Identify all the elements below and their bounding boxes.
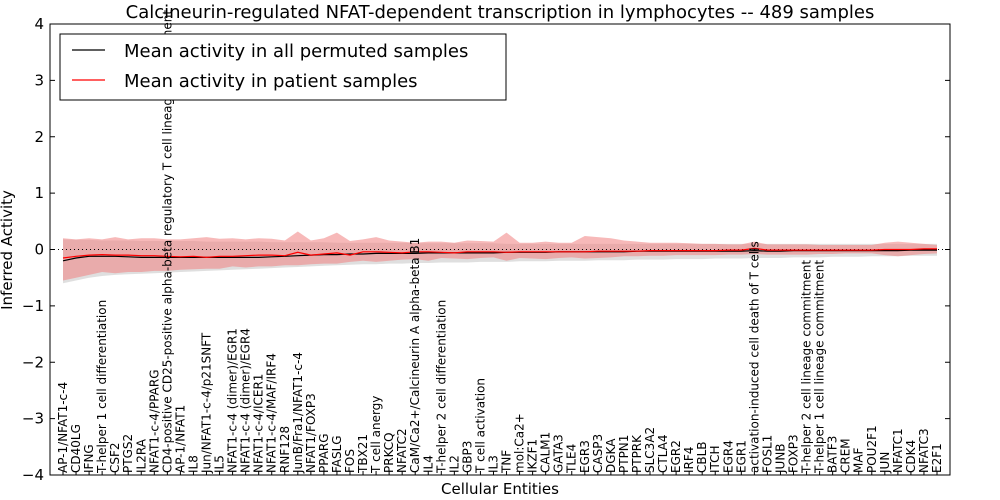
x-tick-label: SLC3A2 [643, 427, 657, 473]
x-tick-label: T cell activation [473, 378, 487, 474]
series-lines [62, 247, 937, 262]
x-tick-label: CSF2 [108, 442, 122, 473]
x-tick-label: activation-induced cell death of T cells [747, 241, 761, 473]
legend-label-patient: Mean activity in patient samples [124, 71, 418, 92]
x-tick-label: TBX21 [356, 434, 370, 474]
x-tick-label: EGR3 [578, 440, 592, 473]
x-tick-label: JUNB [774, 443, 788, 474]
x-tick-label: NFATC1 [891, 428, 905, 473]
x-tick-label: BATF3 [826, 436, 840, 473]
x-tick-label: Jun/NFAT1-c-4/p21SNFT [200, 332, 214, 474]
x-tick-label: EGR2 [669, 440, 683, 473]
x-tick-label: GBP3 [460, 441, 474, 473]
x-tick-label: FOXP3 [787, 434, 801, 473]
x-tick-label: JunB/Fra1/NFAT1-c-4 [291, 352, 305, 474]
x-tick-label: T-helper 1 cell differentiation [95, 300, 109, 474]
x-tick-label: EGR1 [734, 440, 748, 473]
x-tick-label: NFAT1-c-4 (dimer)/EGR4 [239, 328, 253, 473]
x-tick-label: IL2RA [134, 438, 148, 473]
x-tick-label: T-helper 2 cell differentiation [434, 300, 448, 474]
x-tick-label: T-helper 1 cell lineage commitment [813, 260, 827, 474]
x-tick-label: CREM [839, 438, 853, 473]
y-tick-label: 2 [34, 128, 44, 146]
x-tick-label: E2F1 [930, 443, 944, 473]
y-tick-label: 3 [34, 71, 44, 89]
x-tick-label: T-helper 2 cell lineage commitment [800, 260, 814, 474]
x-tick-label: CTLA4 [656, 434, 670, 473]
x-tick-label: CALM1 [539, 432, 553, 473]
series-band-1 [63, 231, 937, 281]
x-tick-label: TNF [500, 450, 514, 474]
x-tick-label: POU2F1 [865, 425, 879, 473]
x-tick-label: PTGS2 [121, 434, 135, 473]
series-line-1 [62, 247, 937, 259]
x-tick-label: NFAT1-c-4/ICER1 [252, 374, 266, 473]
x-tick-label: CD4-positive CD25-positive alpha-beta re… [160, 10, 174, 473]
legend: Mean activity in all permuted samples Me… [59, 33, 507, 101]
x-axis: AP-1/NFAT1-c-4 CD40LG IFNG T-helper 1 cell … [56, 10, 944, 475]
x-tick-label: AP-1/NFAT1-c-4 [56, 382, 70, 473]
x-tick-label: IFNG [82, 444, 96, 473]
x-tick-label: NFATC3 [917, 428, 931, 473]
x-tick-label: IL3 [487, 455, 501, 473]
x-tick-label: CD40LG [69, 424, 83, 473]
x-tick-label: JUN [878, 452, 892, 474]
x-tick-label: CDK4 [904, 440, 918, 473]
x-tick-label: IL5 [213, 455, 227, 473]
x-tick-label: T cell anergy [369, 396, 383, 474]
y-axis-label: Inferred Activity [0, 190, 16, 310]
x-tick-label: NFAT1/FOXP3 [304, 393, 318, 473]
x-tick-label: IL2 [447, 455, 461, 473]
legend-label-permuted: Mean activity in all permuted samples [124, 41, 468, 62]
x-tick-label: EGR4 [721, 440, 735, 473]
x-tick-label: ITCH [708, 445, 722, 473]
x-tick-label: DGKA [604, 438, 618, 473]
x-tick-label: NFAT1-c-4 (dimer)/EGR1 [226, 328, 240, 473]
x-tick-label: IL4 [421, 455, 435, 473]
x-tick-label: MAF [852, 447, 866, 473]
y-axis: −4 −3 −2 −1 0 1 2 3 4 [22, 15, 950, 484]
x-tick-label: NFAT1-c-4/MAF/IRF4 [265, 353, 279, 473]
x-tick-label: CaM/Ca2+/Calcineurin A alpha-beta B1 [408, 238, 422, 473]
x-tick-label: IKZF1 [526, 439, 540, 473]
y-tick-label: −4 [22, 466, 44, 484]
x-tick-label: FOS [343, 449, 357, 473]
x-tick-label: PTPN1 [617, 435, 631, 473]
x-tick-label: FASLG [330, 435, 344, 473]
x-tick-label: PRKCQ [382, 432, 396, 473]
x-tick-label: NFAT1-c-4/PPARG [147, 369, 161, 473]
x-tick-label: PTPRK [630, 434, 644, 473]
x-tick-label: IL8 [186, 455, 200, 473]
legend-box [59, 33, 507, 101]
x-tick-label: NFATC2 [395, 428, 409, 473]
x-tick-label: RNF128 [278, 426, 292, 473]
x-tick-label: CASP3 [591, 434, 605, 473]
x-tick-label: TLE4 [565, 444, 579, 474]
chart-title: Calcineurin-regulated NFAT-dependent tra… [126, 2, 875, 23]
y-tick-label: −3 [22, 410, 44, 428]
x-axis-label: Cellular Entities [441, 480, 559, 498]
x-tick-label: CBLB [695, 441, 709, 473]
y-tick-label: −1 [22, 297, 44, 315]
x-tick-label: mol:Ca2+ [513, 413, 527, 473]
x-tick-label: AP-1/NFAT1 [173, 405, 187, 473]
y-tick-label: 4 [34, 15, 44, 33]
x-tick-label: FOSL1 [760, 435, 774, 473]
x-tick-label: PPARG [317, 433, 331, 473]
y-tick-label: −2 [22, 353, 44, 371]
y-tick-label: 0 [34, 241, 44, 259]
y-tick-label: 1 [34, 184, 44, 202]
x-tick-label: IRF4 [682, 447, 696, 473]
x-tick-label: GATA3 [552, 434, 566, 473]
